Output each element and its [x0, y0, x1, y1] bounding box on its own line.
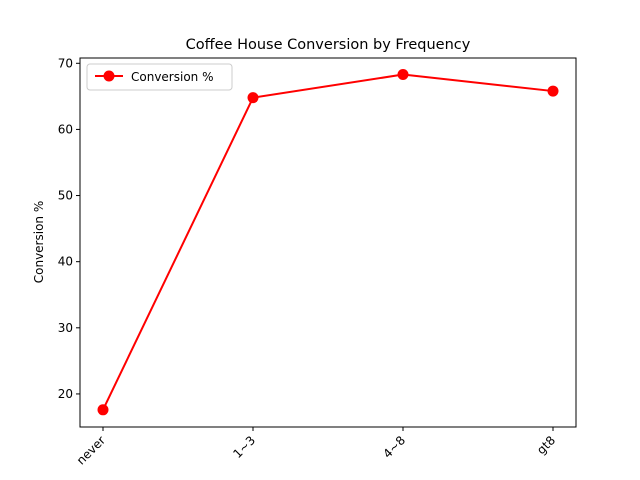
- x-tick-label: 1~3: [230, 433, 258, 461]
- y-axis: 20 30 40 50 60 70: [58, 56, 80, 401]
- y-tick-label: 50: [58, 189, 73, 203]
- x-tick-label: 4~8: [380, 433, 408, 461]
- x-tick-label: gt8: [534, 433, 558, 457]
- y-tick-label: 20: [58, 387, 73, 401]
- chart-title: Coffee House Conversion by Frequency: [186, 37, 471, 53]
- y-tick-label: 70: [58, 56, 73, 70]
- legend: Conversion %: [86, 63, 233, 91]
- y-tick-label: 60: [58, 122, 73, 136]
- plot-frame: [79, 57, 577, 428]
- legend-entry-conversion: Conversion %: [131, 70, 214, 84]
- y-axis-label: Conversion %: [32, 201, 46, 284]
- data-point: [97, 404, 109, 416]
- legend-frame: [86, 63, 233, 91]
- data-point: [397, 69, 409, 81]
- legend-marker: [103, 70, 115, 82]
- x-tick-label: never: [74, 433, 108, 467]
- series-line: [102, 73, 554, 411]
- y-tick-label: 30: [58, 321, 73, 335]
- data-point: [547, 85, 559, 97]
- series-layer: [97, 69, 559, 416]
- data-point: [247, 92, 259, 104]
- x-axis: never 1~3 4~8 gt8: [74, 427, 558, 467]
- y-tick-label: 40: [58, 255, 73, 269]
